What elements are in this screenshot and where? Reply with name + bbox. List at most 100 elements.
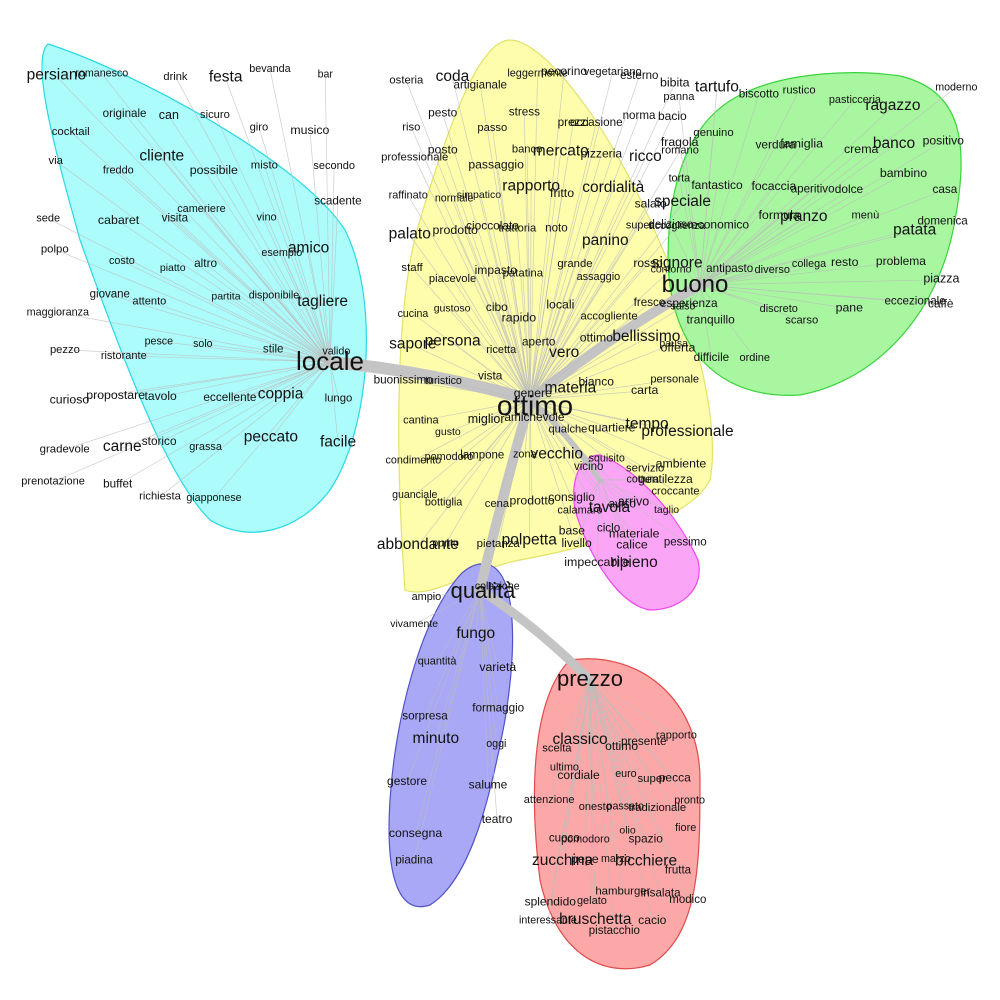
edge xyxy=(589,679,689,901)
word-label: gusto xyxy=(435,426,461,438)
edge xyxy=(160,361,331,398)
word-label: cioccolato xyxy=(466,219,519,233)
word-label: polpo xyxy=(41,244,69,256)
edge xyxy=(699,284,941,306)
word-label: spazio xyxy=(628,832,663,846)
edge xyxy=(448,399,531,458)
edge xyxy=(205,263,331,363)
edge xyxy=(406,80,531,401)
word-label: romanesco xyxy=(75,68,128,80)
word-label: banco xyxy=(873,135,915,152)
edge xyxy=(479,589,489,786)
edge xyxy=(168,115,331,363)
edge xyxy=(529,399,646,469)
word-label: fiore xyxy=(675,822,696,834)
word-label: tartufo xyxy=(695,78,739,95)
word-label: maggioranza xyxy=(27,307,89,319)
edge xyxy=(269,68,331,363)
link-ottimo-buono xyxy=(525,280,705,405)
word-label: marzo xyxy=(601,853,631,865)
word-label: palato xyxy=(389,226,431,243)
word-label: miglior xyxy=(468,412,505,426)
word-label: norma xyxy=(623,109,656,122)
word-label: simpatico xyxy=(457,189,502,201)
word-label: pezzo xyxy=(50,344,80,356)
word-label: ultimo xyxy=(550,762,579,774)
word-label: pausa xyxy=(659,338,688,350)
word-label: piazza xyxy=(923,272,959,286)
word-label: bibita xyxy=(660,75,690,89)
word-label: guanciale xyxy=(392,489,437,501)
word-label: varietà xyxy=(479,660,516,674)
word-label: pomodoro xyxy=(425,451,474,463)
word-label: modico xyxy=(669,894,706,906)
word-label: propostare xyxy=(86,388,145,402)
word-label: pesto xyxy=(428,106,457,120)
word-label: cacio xyxy=(638,913,667,927)
edge xyxy=(413,399,531,461)
word-label: posto xyxy=(428,142,458,156)
edge xyxy=(202,343,331,363)
cluster-hull-ottimo xyxy=(398,39,714,593)
word-label: curioso xyxy=(50,393,90,407)
word-label: can xyxy=(159,108,179,122)
word-label: presente xyxy=(621,735,666,748)
word-label: ottimo xyxy=(580,330,613,344)
word-label: salume xyxy=(469,778,508,792)
word-label: calamaro xyxy=(557,504,602,516)
edge xyxy=(158,340,331,363)
edge xyxy=(699,132,714,286)
word-label: calice xyxy=(616,537,648,551)
word-label: salso xyxy=(671,301,696,313)
edge xyxy=(529,343,674,401)
word-label: sede xyxy=(36,213,60,225)
word-label: minuto xyxy=(413,730,460,747)
edge xyxy=(699,268,730,286)
edge xyxy=(122,361,331,449)
edge xyxy=(64,361,331,450)
edge xyxy=(699,284,712,359)
word-label: rosso xyxy=(633,256,663,270)
word-label: esterno xyxy=(620,70,658,82)
word-label: prezzi xyxy=(558,116,589,129)
edge xyxy=(454,230,531,401)
edge xyxy=(529,316,610,401)
edge xyxy=(329,165,335,363)
word-label: pane xyxy=(836,301,864,315)
edge xyxy=(562,679,591,862)
edge xyxy=(699,231,915,286)
edge xyxy=(699,215,780,286)
edge xyxy=(529,342,540,401)
word-label: ragazzo xyxy=(865,97,920,114)
edge xyxy=(589,679,679,871)
word-label: bar xyxy=(318,69,334,81)
word-label: interessante xyxy=(519,915,577,927)
edge xyxy=(453,198,531,401)
edge xyxy=(516,228,531,401)
word-label: quantità xyxy=(418,656,458,668)
word-label: panna xyxy=(663,91,695,103)
word-label: focaccia xyxy=(752,179,797,193)
word-label: secondo xyxy=(313,160,355,172)
word-label: ottimo xyxy=(605,739,638,753)
word-label: bianco xyxy=(579,374,615,388)
word-label: speciale xyxy=(654,193,711,210)
cluster-hull-servizio xyxy=(573,454,700,611)
word-label: domenica xyxy=(917,214,968,227)
word-label: peccato xyxy=(244,429,298,446)
edge xyxy=(225,296,331,363)
word-label: classico xyxy=(552,731,607,748)
word-label: facile xyxy=(320,433,356,450)
edge xyxy=(496,308,531,401)
edge xyxy=(589,679,690,801)
word-label: pomodoro xyxy=(561,834,610,846)
word-label: amichevole xyxy=(504,410,565,424)
word-label: ricco xyxy=(629,148,662,165)
word-label: staff xyxy=(401,262,423,274)
word-label: gentilezza xyxy=(638,472,693,486)
word-label: vero xyxy=(549,344,579,361)
edge xyxy=(329,351,337,363)
word-label: economico xyxy=(691,217,749,231)
word-label: euro xyxy=(615,768,636,780)
